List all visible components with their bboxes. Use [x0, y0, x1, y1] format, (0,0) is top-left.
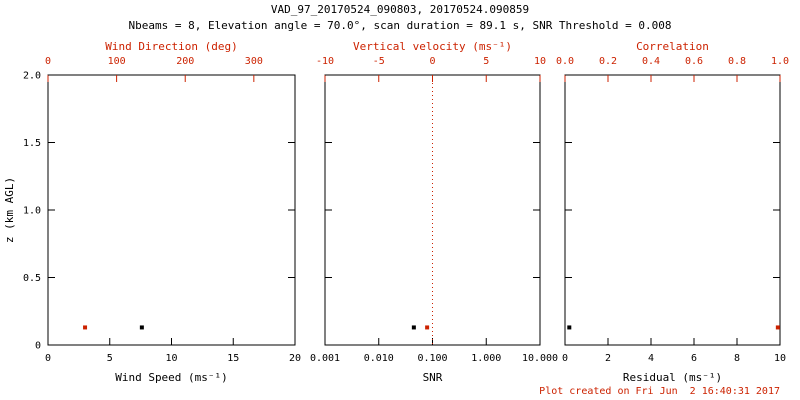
top-tick-label: 0 — [45, 56, 51, 67]
bottom-tick-label: 15 — [227, 353, 239, 364]
data-point-vertical-velocity — [425, 325, 430, 330]
plot-subtitle: Nbeams = 8, Elevation angle = 70.0°, sca… — [128, 19, 672, 32]
bottom-tick-label: 0 — [562, 353, 568, 364]
axis-label-residual-top: Correlation — [636, 40, 709, 53]
bottom-tick-label: 8 — [734, 353, 740, 364]
top-tick-label: 100 — [108, 56, 126, 67]
top-tick-label: -5 — [373, 56, 385, 67]
data-point-correlation — [775, 325, 780, 330]
y-tick-label: 1.0 — [23, 206, 41, 217]
bottom-tick-label: 2 — [605, 353, 611, 364]
panel-frame — [564, 74, 781, 346]
panel-residual: 0 2 4 6 8 10 0.0 0.2 0.4 0.6 0.8 1.0 Residual (ms⁻¹)… — [556, 40, 789, 384]
bottom-tick-label: 20 — [289, 353, 301, 364]
data-point-residual — [567, 325, 572, 330]
panel-frame — [47, 74, 296, 346]
top-tick-label: 0.2 — [599, 56, 617, 67]
bottom-tick-label: 1.000 — [471, 353, 501, 364]
top-tick-label: 10 — [534, 56, 546, 67]
bottom-tick-label: 10 — [774, 353, 786, 364]
top-tick-label: 0.6 — [685, 56, 703, 67]
top-tick-label: 1.0 — [771, 56, 789, 67]
bottom-tick-label: 4 — [648, 353, 654, 364]
axis-label-snr-top: Vertical velocity (ms⁻¹) — [353, 40, 512, 53]
axis-label-snr-bottom: SNR — [423, 371, 443, 384]
y-tick-label: 0.5 — [23, 273, 41, 284]
bottom-tick-label: 6 — [691, 353, 697, 364]
data-point-snr — [411, 325, 416, 330]
plot-title: VAD_97_20170524_090803, 20170524.090859 — [270, 3, 530, 16]
axis-label-wind-top: Wind Direction (deg) — [105, 40, 237, 53]
axis-label-residual-bottom: Residual (ms⁻¹) — [623, 371, 722, 384]
y-tick-label: 2.0 — [23, 71, 41, 82]
bottom-tick-label: 10.000 — [522, 353, 558, 364]
bottom-tick-label: 0.001 — [310, 353, 340, 364]
panel-snr: 0.001 0.010 0.100 1.000 10.000 -10 -5 0 5 10 SNR Ve… — [310, 40, 558, 384]
top-tick-label: -10 — [316, 56, 334, 67]
top-tick-label: 200 — [176, 56, 194, 67]
top-tick-label: 0.8 — [728, 56, 746, 67]
y-tick-label: 1.5 — [23, 138, 41, 149]
bottom-tick-label: 5 — [107, 353, 113, 364]
bottom-tick-label: 0 — [45, 353, 51, 364]
plot-created-timestamp: Plot created on Fri Jun 2 16:40:31 2017 — [539, 386, 780, 397]
y-tick-label: 0 — [35, 341, 41, 352]
top-tick-label: 5 — [483, 56, 489, 67]
bottom-tick-label: 0.100 — [417, 353, 447, 364]
axis-label-wind-bottom: Wind Speed (ms⁻¹) — [115, 371, 228, 384]
top-tick-label: 0.0 — [556, 56, 574, 67]
bottom-tick-label: 0.010 — [364, 353, 394, 364]
data-point-wind-direction — [83, 325, 88, 330]
bottom-tick-label: 10 — [165, 353, 177, 364]
top-tick-label: 300 — [245, 56, 263, 67]
data-point-wind-speed — [139, 325, 144, 330]
top-tick-label: 0 — [429, 56, 435, 67]
y-axis-label: z (km AGL) — [3, 177, 16, 243]
top-tick-label: 0.4 — [642, 56, 660, 67]
